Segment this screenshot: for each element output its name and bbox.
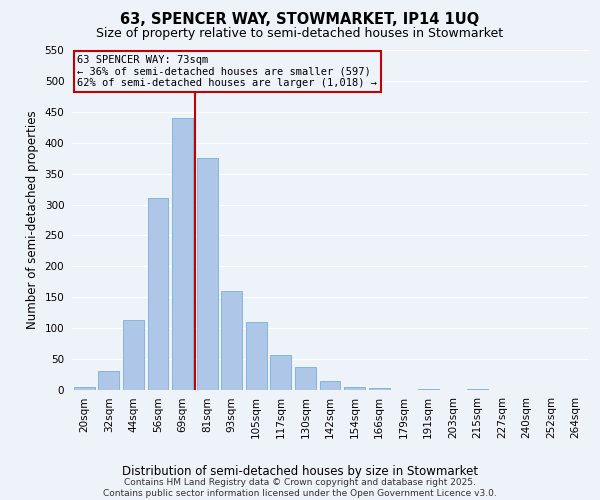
Text: 63, SPENCER WAY, STOWMARKET, IP14 1UQ: 63, SPENCER WAY, STOWMARKET, IP14 1UQ	[121, 12, 479, 28]
Bar	[172, 118, 193, 390]
Bar	[246, 322, 267, 390]
Bar	[320, 380, 340, 390]
Bar	[344, 387, 365, 390]
Bar	[295, 366, 316, 390]
Bar	[123, 320, 144, 390]
Bar	[74, 387, 95, 390]
Bar	[221, 291, 242, 390]
Text: Contains HM Land Registry data © Crown copyright and database right 2025.
Contai: Contains HM Land Registry data © Crown c…	[103, 478, 497, 498]
Y-axis label: Number of semi-detached properties: Number of semi-detached properties	[26, 110, 39, 330]
Bar	[418, 389, 439, 390]
Bar	[98, 372, 119, 390]
Bar	[148, 198, 169, 390]
Text: 63 SPENCER WAY: 73sqm
← 36% of semi-detached houses are smaller (597)
62% of sem: 63 SPENCER WAY: 73sqm ← 36% of semi-deta…	[77, 55, 377, 88]
Text: Size of property relative to semi-detached houses in Stowmarket: Size of property relative to semi-detach…	[97, 28, 503, 40]
Bar	[271, 355, 292, 390]
Text: Distribution of semi-detached houses by size in Stowmarket: Distribution of semi-detached houses by …	[122, 464, 478, 477]
Bar	[197, 158, 218, 390]
Bar	[368, 388, 389, 390]
